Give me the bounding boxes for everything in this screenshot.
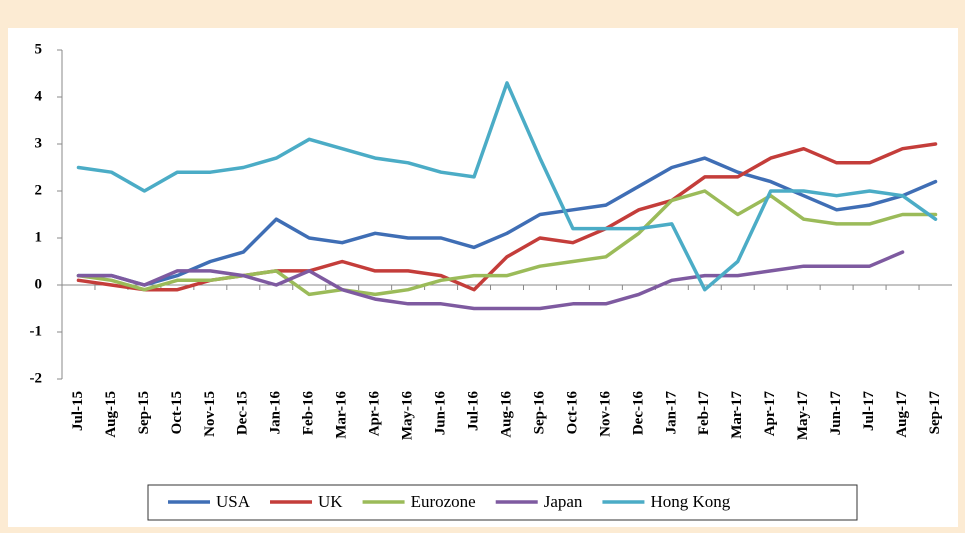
x-tick-label: Jul-15: [70, 391, 86, 431]
legend-label: Japan: [544, 492, 583, 511]
y-tick-label: 5: [35, 41, 43, 57]
x-tick-label: Feb-17: [696, 391, 712, 436]
x-tick-label: May-17: [795, 391, 811, 441]
x-tick-label: Jul-17: [861, 391, 877, 432]
x-tick-label: Jun-17: [828, 391, 844, 436]
x-tick-label: Mar-16: [334, 391, 350, 439]
y-tick-label: -2: [30, 370, 43, 386]
x-tick-label: Aug-16: [498, 391, 514, 438]
x-tick-label: Sep-16: [531, 391, 547, 435]
x-tick-label: Jan-16: [268, 391, 284, 435]
x-tick-label: Jul-16: [465, 391, 481, 432]
y-tick-label: -1: [30, 323, 43, 339]
x-tick-label: Jun-16: [433, 391, 449, 436]
y-tick-label: 1: [35, 229, 43, 245]
x-tick-label: Aug-17: [894, 391, 910, 438]
y-tick-label: 0: [35, 276, 43, 292]
chart-area: [8, 28, 958, 527]
x-tick-label: Dec-16: [630, 391, 646, 436]
series-line: [76, 81, 938, 292]
y-tick-label: 4: [35, 88, 43, 104]
legend-label: USA: [216, 492, 251, 511]
legend-label: UK: [318, 492, 343, 511]
x-tick-label: Sep-15: [136, 391, 152, 434]
legend-label: Hong Kong: [650, 492, 730, 511]
x-tick-label: Apr-16: [367, 391, 383, 437]
x-tick-label: Aug-15: [103, 391, 119, 438]
series-line: [76, 189, 938, 297]
x-tick-label: Nov-16: [597, 391, 613, 437]
y-tick-label: 3: [35, 135, 43, 151]
x-tick-label: Apr-17: [762, 391, 778, 437]
x-tick-label: Oct-15: [169, 391, 185, 434]
x-tick-label: May-16: [400, 391, 416, 441]
x-tick-label: Feb-16: [301, 391, 317, 436]
series-line: [76, 250, 905, 311]
x-tick-label: Dec-15: [235, 391, 251, 435]
legend-label: Eurozone: [411, 492, 476, 511]
y-tick-label: 2: [35, 182, 43, 198]
x-tick-label: Mar-17: [729, 391, 745, 439]
x-tick-label: Sep-17: [927, 391, 943, 435]
x-tick-label: Jan-17: [663, 391, 679, 435]
x-tick-label: Nov-15: [202, 391, 218, 437]
x-tick-label: Oct-16: [564, 391, 580, 435]
